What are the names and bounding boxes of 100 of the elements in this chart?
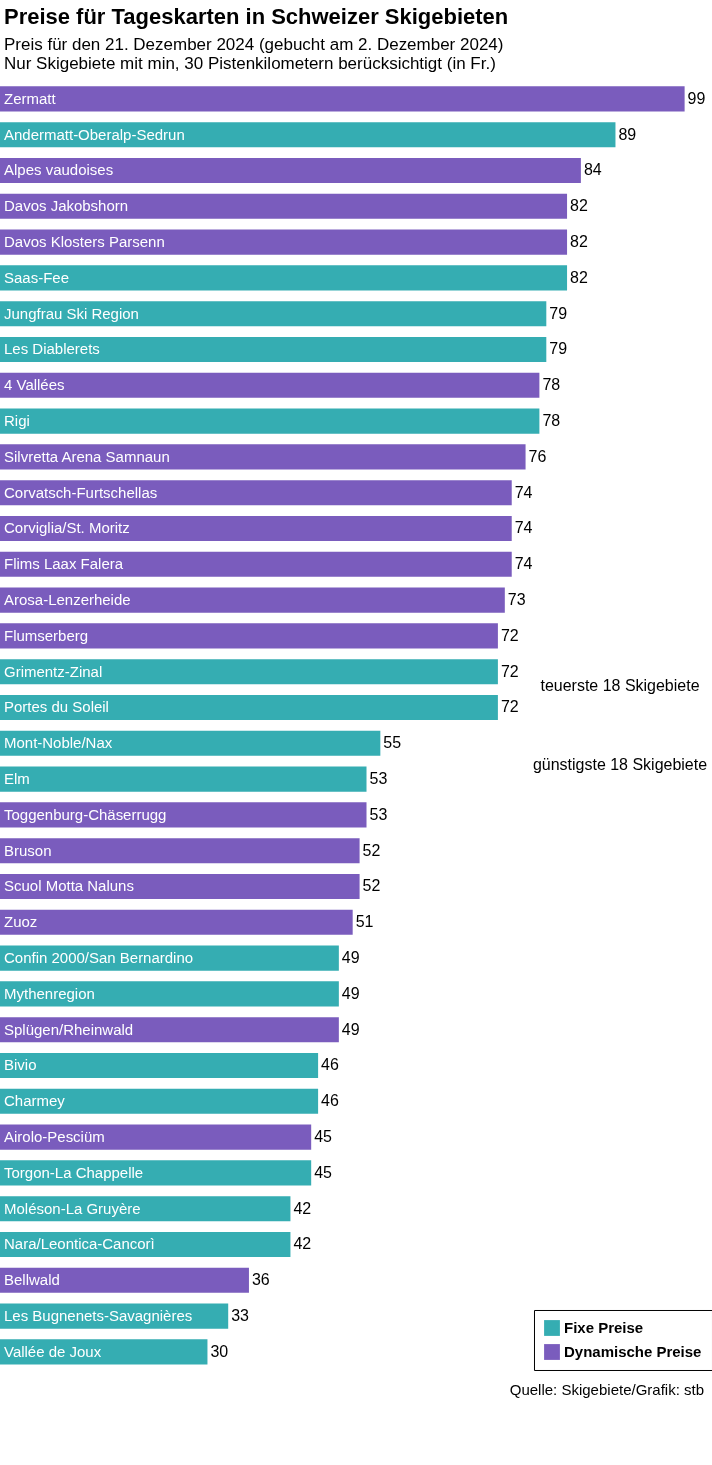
data-label: 74 — [514, 483, 533, 501]
bar — [0, 551, 512, 577]
bar — [0, 909, 353, 935]
bar — [0, 694, 498, 721]
bar — [0, 1160, 312, 1186]
data-label: 72 — [500, 662, 519, 680]
bar — [0, 1339, 208, 1365]
data-label: 74 — [514, 519, 533, 537]
data-label: 51 — [355, 913, 374, 931]
data-label: 46 — [321, 1056, 339, 1074]
data-label: 89 — [618, 125, 637, 143]
data-label: 79 — [549, 304, 568, 322]
y-tick-label: Grimentz-Zinal — [4, 662, 103, 680]
y-tick-label: Arosa-Lenzerheide — [4, 591, 131, 609]
y-tick-label: Nara/Leontica-Cancorì — [4, 1235, 155, 1253]
bar — [0, 480, 512, 506]
data-label: 55 — [383, 734, 402, 752]
bar — [0, 623, 498, 649]
data-label: 52 — [362, 841, 381, 859]
y-tick-label: Corviglia/St. Moritz — [4, 519, 130, 537]
bar — [0, 1267, 249, 1293]
bar — [0, 1052, 319, 1079]
data-label: 78 — [542, 412, 561, 430]
y-tick-label: Jungfrau Ski Region — [4, 304, 139, 322]
y-tick-label: Portes du Soleil — [4, 698, 109, 716]
data-label: 33 — [231, 1307, 250, 1325]
data-label: 84 — [583, 161, 602, 179]
data-label: 82 — [570, 268, 588, 286]
bar — [0, 193, 568, 219]
bar — [0, 372, 540, 398]
y-tick-label: Les Diablerets — [4, 340, 100, 358]
bar — [0, 157, 581, 184]
bar — [0, 981, 339, 1007]
data-label: 53 — [369, 805, 388, 823]
data-label: 42 — [293, 1199, 312, 1217]
y-tick-label: Bivio — [4, 1056, 37, 1074]
y-tick-label: Torgon-La Chappelle — [4, 1163, 144, 1181]
y-tick-label: Mythenregion — [4, 984, 95, 1002]
data-label: 46 — [321, 1092, 339, 1110]
bar — [0, 408, 540, 434]
legend-label: Fixe Preise — [564, 1319, 644, 1336]
y-tick-label: Alpes vaudoises — [4, 161, 114, 179]
y-tick-label: Splügen/Rheinwald — [4, 1020, 134, 1038]
data-label: 49 — [341, 949, 360, 967]
y-tick-label: Toggenburg-Chäserrugg — [4, 805, 167, 823]
y-tick-label: Flims Laax Falera — [4, 555, 124, 573]
legend-label: Dynamische Preise — [564, 1343, 702, 1360]
chart-subtitle: Preis für den 21. Dezember 2024 (gebucht am 2. Dezember 2024) Nur Skigebiete mit min, 30 Pistenkilometern berücksichtigt (in Fr.) — [4, 35, 504, 73]
annotation: teuerste 18 Skigebiete — [540, 677, 700, 695]
bar — [0, 515, 512, 542]
source-note: Quelle: Skigebiete/Grafik: stb — [508, 1379, 704, 1398]
y-tick-label: Davos Klosters Parsenn — [4, 233, 165, 251]
data-label: 73 — [507, 591, 526, 609]
bar — [0, 587, 505, 613]
data-label: 72 — [500, 698, 519, 716]
y-tick-label: Mont-Noble/Nax — [4, 734, 113, 752]
data-label: 78 — [542, 376, 561, 394]
bar — [0, 659, 498, 685]
y-tick-label: Davos Jakobshorn — [4, 197, 129, 215]
bar — [0, 838, 360, 864]
y-tick-label: Corvatsch-Furtschellas — [4, 483, 158, 501]
data-label: 76 — [528, 447, 547, 465]
bar — [0, 1124, 312, 1150]
bar — [0, 336, 547, 363]
data-label: 49 — [341, 1020, 360, 1038]
data-label: 53 — [369, 770, 388, 788]
data-label: 30 — [210, 1342, 229, 1360]
bar — [0, 301, 547, 327]
y-tick-label: Saas-Fee — [4, 268, 69, 286]
data-label: 45 — [314, 1163, 333, 1181]
y-tick-label: Vallée de Joux — [4, 1342, 102, 1360]
bar — [0, 730, 381, 756]
data-label: 42 — [293, 1235, 312, 1253]
y-tick-label: Scuol Motta Naluns — [4, 877, 134, 895]
data-label: 45 — [314, 1128, 333, 1146]
y-tick-label: Silvretta Arena Samnaun — [4, 447, 170, 465]
bar — [0, 1088, 319, 1114]
data-label: 82 — [570, 197, 588, 215]
bar — [0, 265, 568, 291]
data-label: 99 — [687, 89, 706, 107]
bar — [0, 766, 367, 792]
bar — [0, 1017, 339, 1043]
bar — [0, 122, 616, 148]
y-tick-label: Andermatt-Oberalp-Sedrun — [4, 125, 185, 143]
bar — [0, 86, 685, 112]
data-label: 36 — [251, 1271, 270, 1289]
annotation: günstigste 18 Skigebiete — [532, 755, 708, 773]
y-tick-label: Zuoz — [4, 913, 38, 931]
bar — [0, 444, 526, 470]
y-tick-label: Les Bugnenets-Savagnières — [4, 1307, 193, 1325]
data-label: 82 — [570, 233, 588, 251]
y-tick-label: Bruson — [4, 841, 52, 859]
chart-title: Preise für Tageskarten in Schweizer Skigebieten — [4, 4, 509, 29]
y-tick-label: Moléson-La Gruyère — [4, 1199, 141, 1217]
data-label: 74 — [514, 555, 533, 573]
y-tick-label: Confin 2000/San Bernardino — [4, 949, 194, 967]
y-tick-label: Charmey — [4, 1092, 66, 1110]
data-label: 52 — [362, 877, 381, 895]
data-label: 72 — [500, 626, 519, 644]
bar — [0, 873, 360, 900]
